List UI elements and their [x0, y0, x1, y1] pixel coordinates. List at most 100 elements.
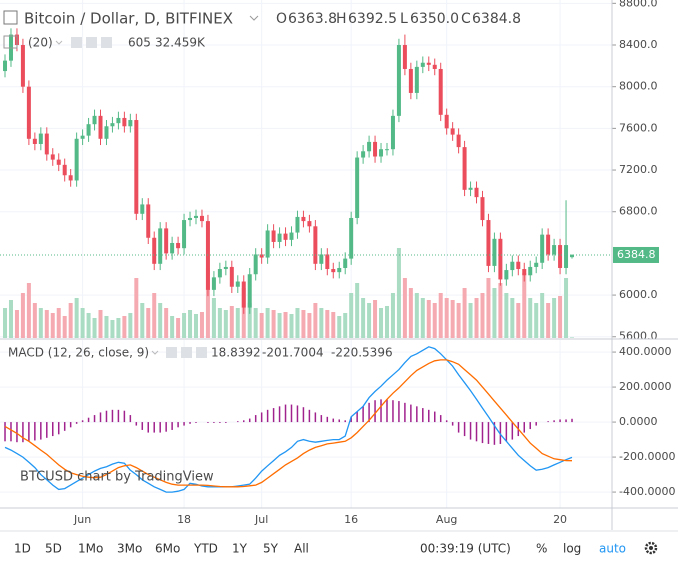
price-label: 8400.0 — [619, 38, 658, 51]
volume-bar — [8, 300, 13, 338]
dropdown-arrow[interactable] — [249, 15, 259, 21]
candle-body — [241, 281, 246, 308]
candle-body — [361, 151, 366, 158]
ohlc-key: L — [400, 11, 408, 27]
range-button[interactable]: 6Mo — [155, 542, 180, 556]
percent-toggle[interactable]: % — [536, 542, 547, 556]
candle-body — [277, 233, 282, 242]
candle-body — [390, 115, 395, 150]
volume-bar — [349, 293, 354, 338]
candle-body — [414, 66, 419, 93]
log-toggle[interactable]: log — [563, 542, 581, 556]
dropdown-arrow[interactable] — [55, 40, 63, 45]
volume-bar — [408, 288, 413, 338]
volume-bar — [462, 288, 467, 338]
range-button[interactable]: 1Mo — [78, 542, 103, 556]
eye-button[interactable] — [166, 347, 177, 358]
volume-bar — [110, 320, 115, 338]
volume-bar — [558, 296, 563, 338]
volume-bar — [313, 303, 318, 338]
candle-body — [379, 149, 384, 157]
range-button[interactable]: 5Y — [263, 542, 279, 556]
macd-label: -200.0000 — [619, 450, 675, 463]
candle-body — [20, 45, 25, 87]
volume-bar — [492, 288, 497, 338]
volume-bar — [199, 312, 204, 338]
candle-body — [343, 258, 348, 268]
candle-body — [498, 238, 503, 280]
dropdown-arrow[interactable] — [151, 350, 159, 355]
volume-bar — [289, 314, 294, 338]
range-button[interactable]: 5D — [45, 542, 62, 556]
macd-line — [4, 346, 573, 493]
candle-body — [164, 228, 169, 254]
volume-icon[interactable] — [3, 35, 18, 49]
volume-bar — [80, 308, 85, 338]
settings-button[interactable] — [181, 347, 192, 358]
ohlc-key: O — [276, 11, 287, 27]
volume-bar — [384, 306, 389, 338]
candle-body — [444, 114, 449, 129]
volume-bar — [474, 298, 479, 338]
time-label: Jun — [73, 513, 91, 526]
volume-bar — [44, 310, 49, 338]
clock: 00:39:19 (UTC) — [420, 542, 511, 556]
axes: Jun 18 Jul 16 Aug 20 8800.0 8400.0 8000.0 7600.0 7… — [73, 0, 675, 526]
volume-bar — [516, 303, 521, 338]
volume-bar — [552, 298, 557, 338]
candle-body — [122, 117, 127, 127]
volume-bar — [414, 293, 419, 338]
ohlc-value: 6350.0 — [410, 11, 459, 27]
auto-toggle[interactable]: auto — [599, 542, 626, 556]
range-button[interactable]: YTD — [193, 542, 218, 556]
candle-body — [128, 120, 133, 127]
range-button[interactable]: 3Mo — [117, 542, 142, 556]
range-button[interactable]: All — [294, 542, 309, 556]
candle-body — [199, 215, 204, 222]
candle-body — [182, 220, 187, 249]
candle-body — [474, 187, 479, 198]
candle-body — [205, 221, 210, 290]
candle-body — [540, 234, 545, 263]
macd-label: 400.0000 — [619, 345, 672, 358]
volume-bar — [456, 303, 461, 338]
settings-button[interactable] — [86, 37, 97, 48]
volume-bar — [480, 293, 485, 338]
symbol-title: Bitcoin / Dollar, D, BITFINEX — [24, 10, 233, 28]
candle-body — [313, 226, 318, 264]
price-label: 7600.0 — [619, 121, 658, 134]
candle-body — [373, 141, 378, 157]
volume-bar — [26, 283, 31, 338]
volume-bar — [331, 312, 336, 338]
candle-body — [301, 216, 306, 222]
time-label: 16 — [344, 513, 358, 526]
symbol-icon[interactable] — [3, 10, 18, 25]
range-button[interactable]: 1Y — [232, 542, 248, 556]
volume-bar — [140, 303, 145, 338]
volume-bar — [295, 308, 300, 338]
candle-body — [80, 135, 85, 139]
volume-bar — [361, 298, 366, 338]
candle-body — [3, 60, 8, 72]
watermark: BTCUSD chart by TradingView — [20, 470, 214, 485]
range-button[interactable]: 1D — [14, 542, 31, 556]
candle-body — [104, 126, 109, 139]
candle-body — [510, 261, 515, 271]
eye-button[interactable] — [71, 37, 82, 48]
candle-body — [528, 266, 533, 276]
volume-bar — [367, 303, 372, 338]
macd-line — [4, 359, 573, 488]
macd-label: 0.0000 — [619, 415, 658, 428]
close-button[interactable] — [101, 37, 112, 48]
candle-body — [570, 254, 575, 258]
volume-ma-value: 32.459K — [155, 36, 206, 50]
close-button[interactable] — [196, 347, 207, 358]
volume-bar — [229, 306, 234, 338]
volume-bar — [283, 312, 288, 338]
volume-bar — [170, 316, 175, 338]
settings-gear[interactable] — [644, 541, 658, 555]
volume-bar — [253, 308, 258, 338]
volume-bar — [277, 313, 282, 338]
ohlc-key: H — [336, 11, 347, 27]
volume-bar — [522, 273, 527, 338]
